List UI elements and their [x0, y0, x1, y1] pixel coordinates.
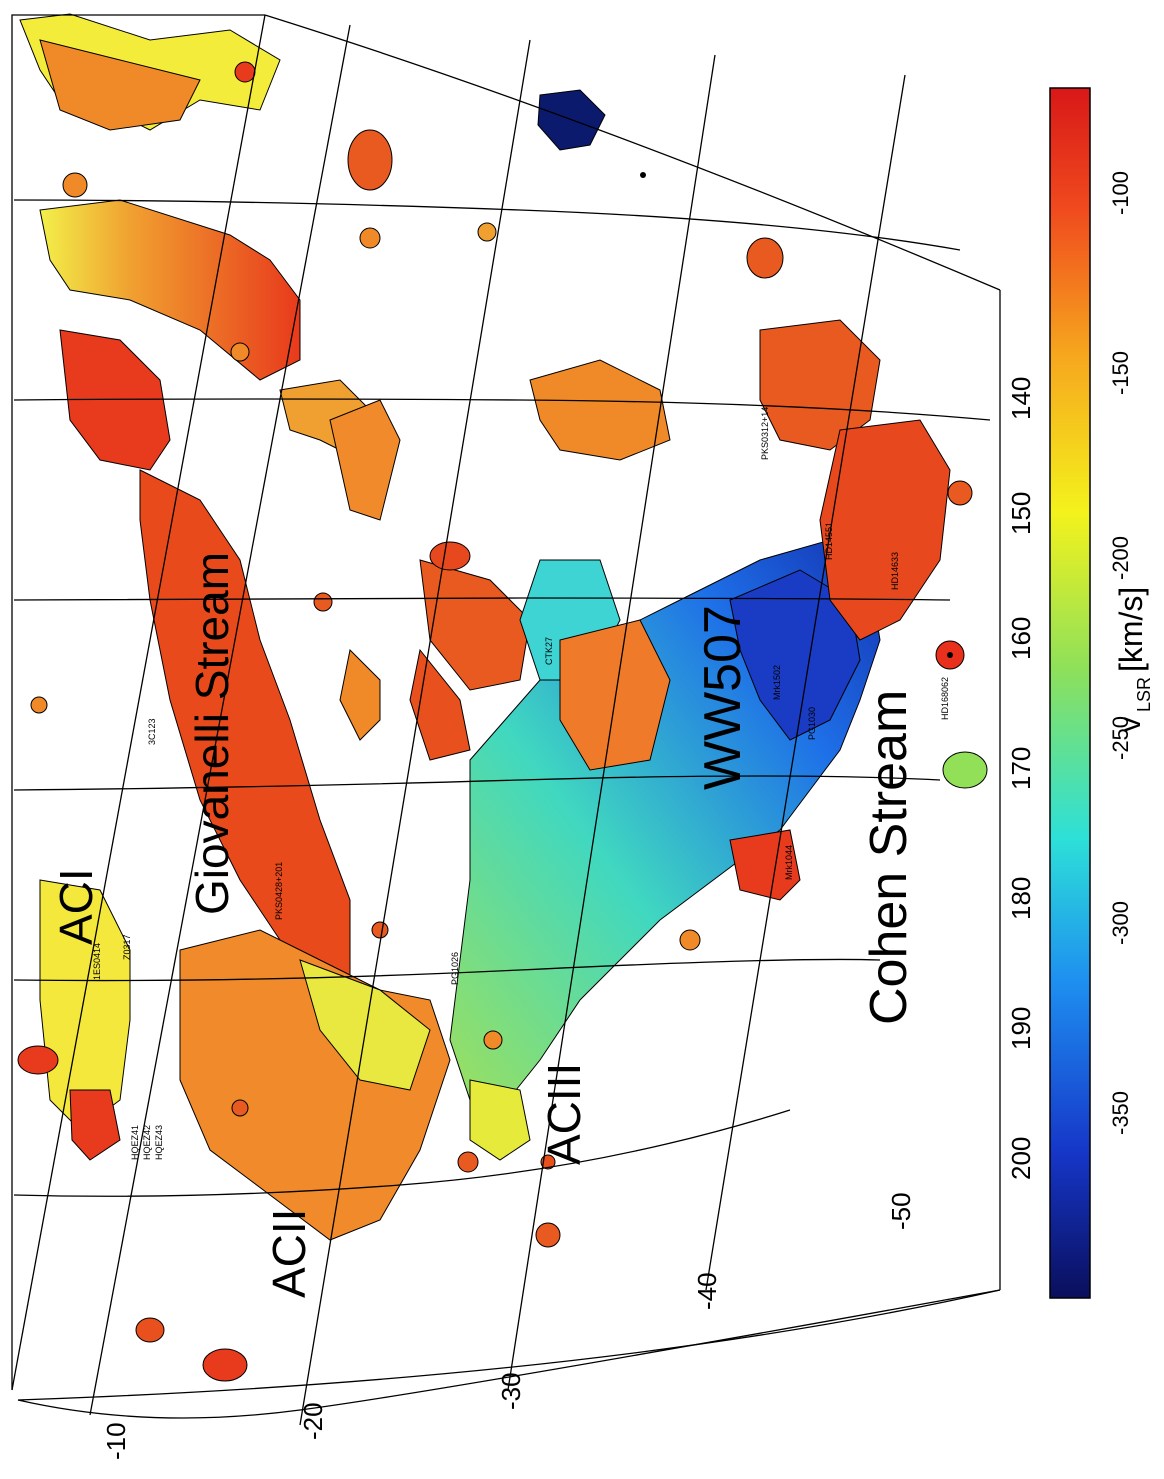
source-marker [640, 172, 646, 178]
blob [202, 1348, 248, 1382]
y-tick-50: -50 [886, 1192, 916, 1230]
colorbar-label-unit: [km/s] [1113, 587, 1149, 672]
source-misc2: PG1030 [807, 707, 817, 740]
cloud-aci-red [69, 1089, 121, 1161]
blob [234, 61, 256, 83]
coordinate-grid [11, 14, 1001, 1426]
hi-cloud-layer [17, 13, 988, 1382]
source-3c123: 3C123 [147, 718, 157, 745]
source-hd2: HD14551 [824, 522, 834, 560]
x-tick-190: 190 [1006, 1007, 1036, 1050]
source-pkstop: PKS0312+14 [760, 407, 770, 460]
cloud-cohen-blob [729, 829, 801, 901]
y-tick-40: -40 [692, 1272, 722, 1310]
cloud-aci [39, 879, 131, 1131]
region-label-ww507: WW507 [694, 605, 752, 790]
blob [371, 921, 389, 939]
region-label-aciii: ACIII [538, 1063, 590, 1165]
cloud-band-core [59, 329, 171, 471]
source-marker [947, 652, 953, 658]
cloud-aciii-yellow [469, 1079, 531, 1161]
x-tick-200: 200 [1006, 1137, 1036, 1180]
colorbar-tick-300: -300 [1108, 901, 1133, 945]
region-label-giovanelli: Giovanelli Stream [186, 552, 238, 915]
region-label-acii: ACII [263, 1209, 315, 1298]
blob [679, 929, 701, 951]
blob [347, 129, 393, 191]
cloud-cohen-red [819, 419, 951, 641]
cloud-ww507-orange [559, 619, 671, 771]
source-ctk: CTK27 [544, 637, 554, 665]
blob [231, 1099, 249, 1117]
source-pg: PG1026 [450, 952, 460, 985]
blob [429, 541, 471, 571]
blob [535, 1222, 561, 1248]
colorbar-tick-100: -100 [1108, 171, 1133, 215]
blob [746, 237, 784, 279]
source-top1: 1ES0414 [92, 943, 102, 980]
colorbar-tick-250: -250 [1108, 716, 1133, 760]
colorbar-tick-200: -200 [1108, 536, 1133, 580]
source-heq-a: HQEZ41 [130, 1125, 140, 1160]
cloud-top-band [39, 39, 201, 131]
source-labels: PKS0428+201 3C123 PG1026 CTK27 HD168062 … [92, 172, 953, 1160]
y-tick-10: -10 [101, 1422, 131, 1460]
blob [477, 222, 497, 242]
region-label-cohen: Cohen Stream [860, 690, 918, 1025]
x-tick-140: 140 [1006, 377, 1036, 420]
blob [942, 751, 988, 789]
y-axis-ticks: -10 -20 -30 -40 -50 [101, 1192, 916, 1460]
cloud-mid-2 [329, 399, 401, 521]
blob [359, 227, 381, 249]
source-top2: Z0317 [122, 934, 132, 960]
blob [62, 172, 88, 198]
cloud-acii-yellow [299, 959, 431, 1091]
blob [17, 1045, 59, 1075]
source-heq-b: HQEZ42 [142, 1125, 152, 1160]
blob [457, 1151, 479, 1173]
colorbar-label-main: v [1114, 717, 1147, 732]
blob [947, 480, 973, 506]
cloud-lower-band [39, 199, 301, 381]
blob [483, 1030, 503, 1050]
x-tick-180: 180 [1006, 877, 1036, 920]
x-tick-160: 160 [1006, 617, 1036, 660]
x-tick-150: 150 [1006, 492, 1036, 535]
source-heq-c: HQEZ43 [154, 1125, 164, 1160]
cloud-top-orange [529, 359, 671, 461]
y-tick-20: -20 [298, 1402, 328, 1440]
cloud-giovanelli [139, 469, 351, 991]
y-tick-30: -30 [496, 1372, 526, 1410]
source-pks: PKS0428+201 [274, 862, 284, 920]
colorbar-tick-350: -350 [1108, 1091, 1133, 1135]
source-misc3: Mrk1044 [784, 845, 794, 880]
blob [135, 1317, 165, 1343]
region-labels: ACI ACII ACIII Giovanelli Stream WW507 C… [50, 552, 918, 1298]
blob [230, 342, 250, 362]
cloud-ww507-core [729, 569, 861, 741]
cloud-mid-5 [339, 648, 381, 741]
blob [313, 592, 333, 612]
region-label-aci: ACI [50, 868, 102, 945]
source-hd1: HD168062 [940, 677, 950, 720]
colorbar-gradient [1049, 87, 1091, 1299]
colorbar-label-sub: LSR [1134, 677, 1154, 712]
colorbar: -100 -150 -200 -250 -300 -350 v LSR [km/… [1049, 87, 1154, 1299]
blob [30, 696, 48, 714]
x-tick-170: 170 [1006, 747, 1036, 790]
source-misc1: Mrk1502 [772, 665, 782, 700]
cloud-mid-4 [409, 648, 471, 761]
source-hd3: HD14633 [890, 552, 900, 590]
colorbar-tick-150: -150 [1108, 351, 1133, 395]
x-axis-ticks: 140 150 160 170 180 190 200 [1006, 377, 1036, 1180]
